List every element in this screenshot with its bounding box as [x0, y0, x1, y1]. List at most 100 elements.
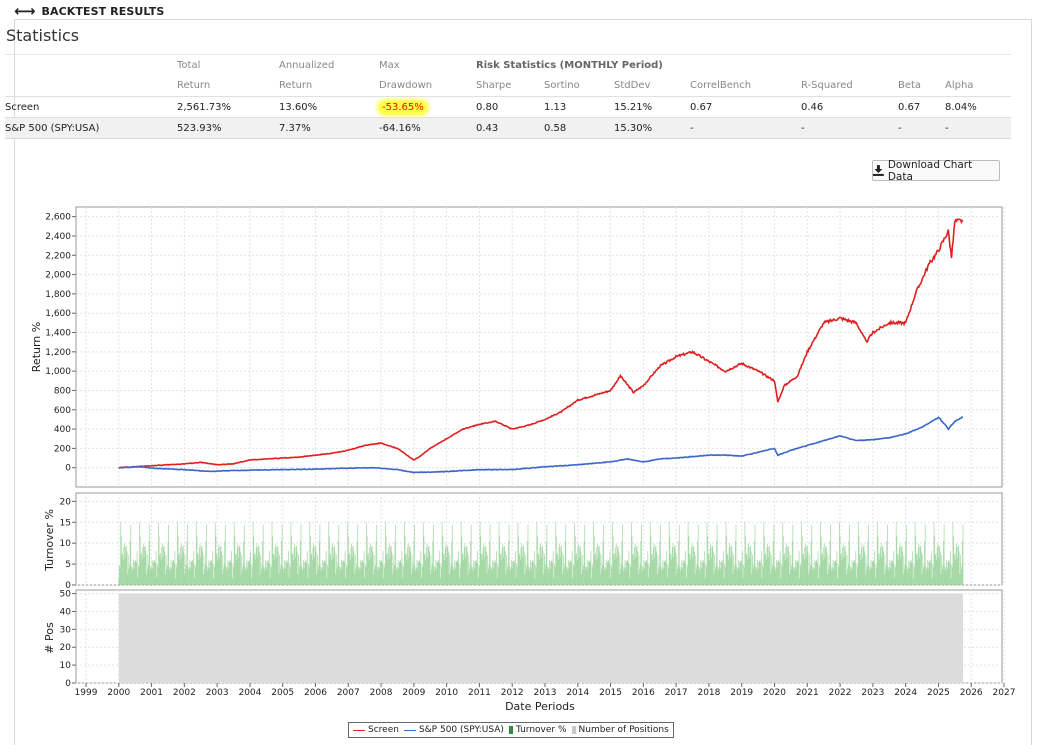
- beta: 0.67: [898, 96, 945, 118]
- x-tick-label: 2007: [337, 688, 360, 698]
- stddev: 15.30%: [614, 117, 690, 139]
- legend-label: Turnover %: [515, 725, 567, 735]
- col-header-max: Max: [379, 54, 476, 76]
- y-tick-label: 0: [65, 679, 71, 689]
- y-tick-label: 600: [54, 406, 71, 416]
- legend-label: Number of Positions: [578, 725, 669, 735]
- x-tick-label: 2018: [697, 688, 720, 698]
- correl-bench: 0.67: [690, 96, 801, 118]
- y-tick-label: 5: [65, 560, 71, 570]
- x-tick-label: 2023: [861, 688, 884, 698]
- r-squared: -: [801, 117, 898, 139]
- statistics-table: Total Annualized Max Risk Statistics (MO…: [5, 54, 1011, 139]
- left-right-arrow-icon[interactable]: ⟷: [14, 1, 36, 20]
- y-tick-label: 10: [60, 539, 72, 549]
- y-tick-label: 1,200: [45, 348, 71, 358]
- x-tick-label: 2026: [960, 688, 983, 698]
- alpha: -: [945, 117, 1011, 139]
- col-header-sharpe: Sharpe: [476, 80, 512, 92]
- sortino: 1.13: [544, 96, 614, 118]
- col-header-alpha: Alpha: [945, 80, 974, 92]
- y-tick-label: 1,000: [45, 367, 71, 377]
- col-header-total: Total: [177, 54, 279, 76]
- table-row: S&P 500 (SPY:USA) 523.93% 7.37% -64.16% …: [5, 117, 1011, 139]
- total-return: 523.93%: [177, 117, 279, 139]
- y-tick-label: 2,600: [45, 213, 71, 223]
- turnover-axis-label: Turnover %: [43, 509, 56, 572]
- chart-legend: Screen S&P 500 (SPY:USA) Turnover % Numb…: [348, 722, 674, 738]
- y-tick-label: 1,400: [45, 329, 71, 339]
- total-return: 2,561.73%: [177, 96, 279, 118]
- col-header-rsquared: R-Squared: [801, 80, 853, 92]
- x-tick-label: 2015: [599, 688, 622, 698]
- x-tick-label: 2004: [238, 688, 261, 698]
- x-tick-label: 2008: [370, 688, 393, 698]
- x-tick-label: 2013: [534, 688, 557, 698]
- x-tick-label: 2009: [402, 688, 425, 698]
- x-tick-label: 2012: [501, 688, 524, 698]
- y-tick-label: 0: [65, 464, 71, 474]
- y-tick-label: 800: [54, 386, 71, 396]
- return-axis-label: Return %: [30, 322, 43, 372]
- col-header-drawdown: Drawdown: [379, 80, 433, 92]
- positions-area: [118, 593, 964, 683]
- turnover-panel: 0 5 10 15 20: [60, 492, 1005, 591]
- legend-item-screen[interactable]: Screen: [353, 725, 399, 735]
- screen-series-line: [118, 218, 964, 469]
- download-icon: [873, 165, 884, 176]
- y-tick-label: 20: [60, 497, 72, 507]
- x-tick-label: 2022: [829, 688, 852, 698]
- x-tick-label: 2016: [632, 688, 655, 698]
- legend-label: Screen: [368, 725, 399, 735]
- return-panel: 0 200 400 600 800 1,000 1,200 1,400 1,600 1,800 2,…: [45, 206, 1005, 488]
- row-name: S&P 500 (SPY:USA): [5, 117, 177, 139]
- risk-statistics-header: Risk Statistics (MONTHLY Period): [476, 54, 1011, 76]
- x-tick-label: 2017: [665, 688, 688, 698]
- row-name: Screen: [5, 96, 177, 118]
- x-tick-label: 2020: [763, 688, 786, 698]
- legend-item-positions[interactable]: Number of Positions: [571, 725, 669, 735]
- beta: -: [898, 117, 945, 139]
- legend-item-turnover[interactable]: Turnover %: [508, 725, 567, 735]
- x-tick-label: 2003: [206, 688, 229, 698]
- download-button-label: Download Chart Data: [887, 158, 973, 183]
- sortino: 0.58: [544, 117, 614, 139]
- y-tick-label: 1,800: [45, 290, 71, 300]
- legend-swatch: [353, 729, 365, 731]
- y-tick-label: 1,600: [45, 309, 71, 319]
- statistics-heading: Statistics: [6, 26, 80, 45]
- table-header-row: Return Return Drawdown Sharpe Sortino St…: [5, 76, 1011, 97]
- alpha: 8.04%: [945, 96, 1011, 118]
- max-drawdown: -64.16%: [379, 117, 476, 139]
- y-tick-label: 2,000: [45, 271, 71, 281]
- x-tick-label: 2027: [993, 688, 1016, 698]
- y-tick-label: 30: [60, 625, 72, 635]
- legend-label: S&P 500 (SPY:USA): [418, 725, 504, 735]
- x-tick-label: 2011: [468, 688, 491, 698]
- table-header-row: Total Annualized Max Risk Statistics (MO…: [5, 54, 1011, 76]
- sharpe: 0.43: [476, 117, 544, 139]
- stddev: 15.21%: [614, 96, 690, 118]
- plot-area: [75, 206, 1003, 488]
- legend-item-benchmark[interactable]: S&P 500 (SPY:USA): [403, 725, 504, 735]
- download-chart-data-button[interactable]: Download Chart Data: [872, 158, 1000, 183]
- x-tick-label: 2001: [140, 688, 163, 698]
- legend-swatch: [571, 726, 576, 734]
- y-tick-label: 200: [54, 444, 71, 454]
- x-tick-label: 2021: [796, 688, 819, 698]
- positions-axis-label: # Pos: [43, 622, 56, 654]
- annualized-return: 7.37%: [279, 117, 379, 139]
- x-tick-label: 2025: [927, 688, 950, 698]
- x-tick-label: 2002: [173, 688, 196, 698]
- col-header-return: Return: [279, 80, 313, 92]
- correl-bench: -: [690, 117, 801, 139]
- x-tick-label: 2000: [107, 688, 130, 698]
- legend-swatch: [403, 729, 416, 731]
- y-tick-label: 40: [60, 607, 72, 617]
- positions-panel: 0 10 20 30 40 50 1999 2000 2001 2002 2003 2004 2005 2…: [60, 589, 1016, 698]
- benchmark-series-line: [118, 416, 964, 474]
- col-header-return: Return: [177, 80, 211, 92]
- page-title: BACKTEST RESULTS: [41, 4, 165, 18]
- x-tick-label: 2024: [894, 688, 917, 698]
